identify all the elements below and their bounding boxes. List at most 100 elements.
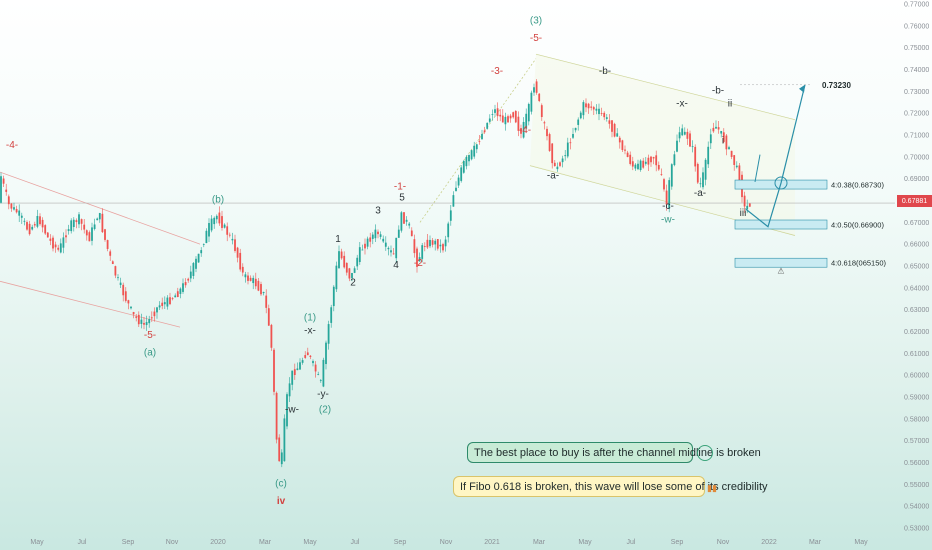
candle-body [109, 251, 112, 256]
candle-body [299, 362, 301, 370]
candle-body [208, 223, 210, 237]
candle-body [96, 218, 99, 221]
y-axis-tick-label: 0.66000 [904, 242, 929, 249]
wave-label: -5- [530, 33, 542, 44]
candle-body [418, 257, 421, 262]
candle-body [348, 268, 351, 279]
candle-body [161, 302, 164, 306]
candle-body [657, 164, 660, 170]
candle-body [319, 380, 322, 381]
y-axis-tick-label: 0.57000 [904, 438, 929, 445]
candle-body [525, 113, 528, 129]
candle-body [452, 195, 455, 207]
candle-body [634, 164, 637, 169]
candle-body [429, 239, 431, 247]
candle-body [93, 224, 96, 230]
candle-body [322, 359, 325, 387]
wave-label: 2 [350, 278, 356, 289]
wave-label: 3 [375, 206, 381, 217]
candle-body [660, 174, 663, 176]
chart-icon: ▮▮ [707, 483, 717, 493]
candle-body [83, 224, 86, 230]
candle-body [0, 176, 2, 203]
fibo-note-annotation[interactable]: If Fibo 0.618 is broken, this wave will … [453, 476, 768, 497]
candle-body [200, 250, 203, 254]
candle-body [592, 107, 595, 110]
wave-label: -b- [599, 66, 611, 77]
candle-body [535, 81, 538, 93]
candle-body [382, 238, 385, 242]
wave-label: (a) [144, 348, 156, 359]
candle-body [390, 250, 392, 253]
candle-body [280, 452, 283, 465]
candle-body [65, 235, 67, 238]
candle-body [618, 137, 621, 143]
wave-label: (3) [530, 16, 542, 27]
candle-body [738, 165, 741, 183]
candle-body [439, 244, 442, 247]
candle-body [444, 239, 447, 247]
candle-body [728, 147, 730, 150]
candle-body [343, 255, 346, 268]
x-axis-tick-label: Sep [671, 539, 684, 546]
candle-body [403, 212, 405, 224]
x-axis-tick-label: Nov [440, 539, 453, 546]
wave-label: 5 [399, 193, 405, 204]
candle-body [616, 133, 619, 137]
candle-body [2, 178, 5, 184]
candle-body [400, 212, 403, 231]
candle-body [413, 239, 416, 254]
buy-note-annotation[interactable]: The best place to buy is after the chann… [467, 442, 761, 463]
candle-body [67, 229, 70, 232]
candle-body [91, 227, 93, 241]
candle-body [192, 263, 195, 276]
x-axis-tick-label: Mar [259, 539, 272, 546]
candle-body [18, 210, 21, 216]
candle-body [265, 295, 268, 308]
candle-body [704, 159, 707, 180]
candle-body [189, 271, 192, 279]
x-axis-tick-label: May [30, 539, 44, 546]
candle-body [566, 142, 569, 157]
fib-level-box [734, 219, 828, 230]
candle-body [590, 106, 593, 108]
candle-body [174, 295, 177, 298]
candle-body [462, 161, 465, 173]
y-axis-tick-label: 0.70000 [904, 154, 929, 161]
candle-body [221, 216, 223, 228]
candle-body [273, 349, 275, 392]
y-axis-tick-label: 0.61000 [904, 351, 929, 358]
candle-body [239, 252, 242, 270]
candle-body [572, 134, 574, 138]
candle-body [509, 115, 512, 119]
wave-label: -3- [491, 66, 503, 77]
candle-body [457, 177, 460, 186]
candle-body [644, 161, 647, 164]
candle-body [291, 370, 294, 385]
candle-body [234, 239, 236, 251]
candle-body [361, 249, 364, 251]
candle-body [543, 122, 546, 124]
projection-zigzag [754, 154, 761, 183]
candle-body [434, 240, 437, 245]
candle-body [475, 144, 478, 150]
candle-body [39, 216, 41, 225]
candle-body [236, 247, 239, 258]
candle-body [296, 368, 299, 371]
projection-arrowhead [799, 84, 805, 93]
wave-label: -w- [285, 404, 299, 415]
candle-body [408, 223, 411, 226]
candle-body [468, 155, 470, 162]
candle-body [202, 244, 205, 245]
candle-body [312, 361, 314, 364]
candle-body [231, 238, 234, 241]
candle-body [709, 134, 712, 144]
candle-body [353, 268, 356, 273]
candle-body [20, 215, 23, 218]
candle-body [663, 179, 665, 190]
candle-body [639, 160, 642, 171]
candle-body [683, 131, 686, 135]
candle-body [470, 150, 473, 160]
